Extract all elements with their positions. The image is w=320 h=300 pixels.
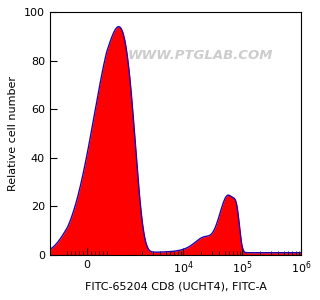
Text: WWW.PTGLAB.COM: WWW.PTGLAB.COM [128,50,273,62]
X-axis label: FITC-65204 CD8 (UCHT4), FITC-A: FITC-65204 CD8 (UCHT4), FITC-A [84,282,267,292]
Y-axis label: Relative cell number: Relative cell number [8,76,18,191]
